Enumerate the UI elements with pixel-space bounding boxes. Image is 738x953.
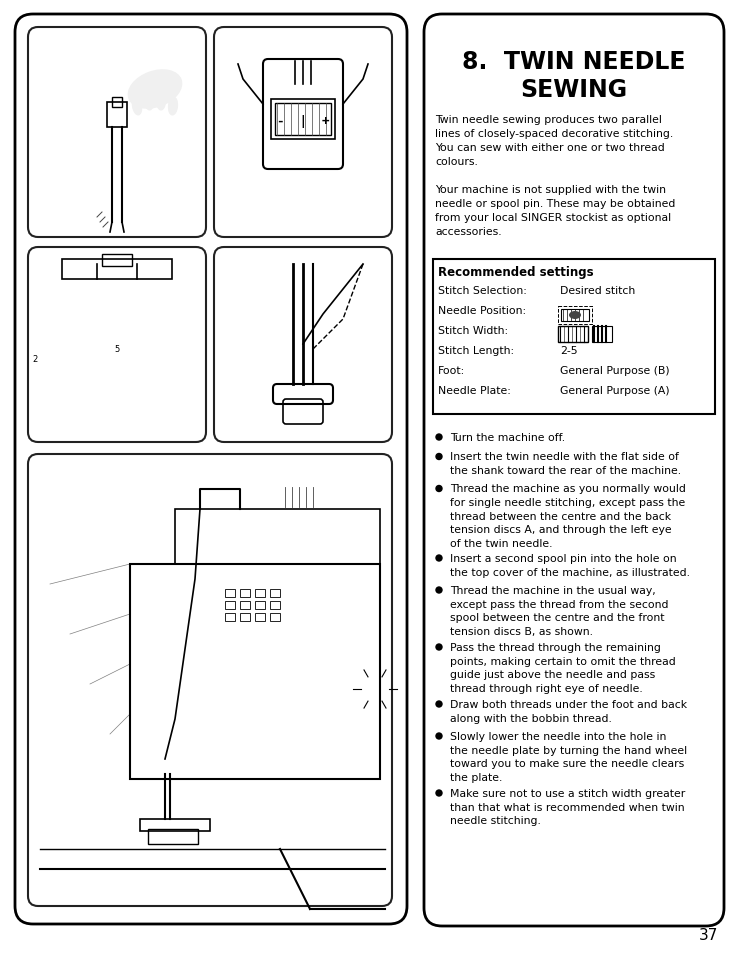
Bar: [270, 614, 280, 621]
Circle shape: [436, 644, 442, 650]
Text: Turn the machine off.: Turn the machine off.: [450, 433, 565, 442]
Text: Recommended settings: Recommended settings: [438, 266, 593, 278]
Text: Stitch Selection:: Stitch Selection:: [438, 286, 527, 295]
Text: Insert a second spool pin into the hole on
the top cover of the machine, as illu: Insert a second spool pin into the hole …: [450, 554, 690, 577]
Bar: [225, 601, 235, 609]
Bar: [255, 601, 265, 609]
FancyBboxPatch shape: [424, 15, 724, 926]
Text: Your machine is not supplied with the twin
needle or spool pin. These may be obt: Your machine is not supplied with the tw…: [435, 185, 675, 236]
Text: Make sure not to use a stitch width greater
than that what is recommended when t: Make sure not to use a stitch width grea…: [450, 788, 686, 825]
Circle shape: [436, 435, 442, 440]
Bar: [107, 103, 127, 128]
Circle shape: [436, 556, 442, 561]
Text: Slowly lower the needle into the hole in
the needle plate by turning the hand wh: Slowly lower the needle into the hole in…: [450, 731, 687, 782]
Bar: [112, 98, 122, 108]
Text: Insert the twin needle with the flat side of
the shank toward the rear of the ma: Insert the twin needle with the flat sid…: [450, 452, 681, 476]
Ellipse shape: [128, 71, 182, 109]
Text: SEWING: SEWING: [520, 78, 627, 102]
Text: 37: 37: [699, 927, 718, 942]
Text: 2: 2: [32, 355, 38, 364]
Ellipse shape: [569, 312, 581, 319]
Circle shape: [436, 486, 442, 492]
Bar: [275, 104, 331, 136]
Bar: [225, 614, 235, 621]
Text: Thread the machine in the usual way,
except pass the thread from the second
spoo: Thread the machine in the usual way, exc…: [450, 585, 669, 637]
Text: Stitch Width:: Stitch Width:: [438, 326, 508, 335]
Text: 5: 5: [114, 345, 120, 355]
Text: Stitch Length:: Stitch Length:: [438, 346, 514, 355]
Text: General Purpose (B): General Purpose (B): [560, 366, 669, 375]
Bar: [240, 601, 250, 609]
Text: Thread the machine as you normally would
for single needle stitching, except pas: Thread the machine as you normally would…: [450, 484, 686, 548]
Text: 8.  TWIN NEEDLE: 8. TWIN NEEDLE: [462, 50, 686, 74]
FancyBboxPatch shape: [214, 248, 392, 442]
Ellipse shape: [156, 92, 165, 111]
FancyBboxPatch shape: [214, 28, 392, 237]
Bar: [271, 100, 335, 140]
Bar: [561, 310, 589, 322]
Circle shape: [436, 454, 442, 460]
FancyBboxPatch shape: [15, 15, 407, 924]
Text: Desired stitch: Desired stitch: [560, 286, 635, 295]
Bar: [225, 589, 235, 598]
Bar: [558, 327, 588, 343]
Text: Pass the thread through the remaining
points, making certain to omit the thread
: Pass the thread through the remaining po…: [450, 642, 676, 693]
Bar: [270, 601, 280, 609]
Ellipse shape: [168, 98, 178, 116]
FancyBboxPatch shape: [28, 28, 206, 237]
Bar: [433, 260, 715, 415]
Ellipse shape: [145, 93, 154, 111]
Text: General Purpose (A): General Purpose (A): [560, 386, 669, 395]
Circle shape: [436, 733, 442, 740]
Bar: [62, 260, 172, 280]
Bar: [102, 254, 132, 267]
Circle shape: [436, 587, 442, 594]
Bar: [558, 307, 592, 325]
Text: Twin needle sewing produces two parallel
lines of closely-spaced decorative stit: Twin needle sewing produces two parallel…: [435, 115, 673, 167]
Circle shape: [436, 701, 442, 707]
Bar: [240, 589, 250, 598]
Bar: [255, 589, 265, 598]
Bar: [270, 589, 280, 598]
Bar: [148, 829, 198, 844]
Bar: [592, 327, 612, 343]
Ellipse shape: [132, 98, 142, 115]
Text: Needle Plate:: Needle Plate:: [438, 386, 511, 395]
FancyBboxPatch shape: [28, 455, 392, 906]
Text: -  |  +: - | +: [277, 115, 329, 129]
Text: Foot:: Foot:: [438, 366, 465, 375]
Text: 2-5: 2-5: [560, 346, 578, 355]
Bar: [240, 614, 250, 621]
Text: Needle Position:: Needle Position:: [438, 306, 526, 315]
Bar: [140, 820, 210, 831]
FancyBboxPatch shape: [28, 248, 206, 442]
Circle shape: [436, 790, 442, 796]
Text: Draw both threads under the foot and back
along with the bobbin thread.: Draw both threads under the foot and bac…: [450, 700, 687, 722]
Bar: [255, 614, 265, 621]
